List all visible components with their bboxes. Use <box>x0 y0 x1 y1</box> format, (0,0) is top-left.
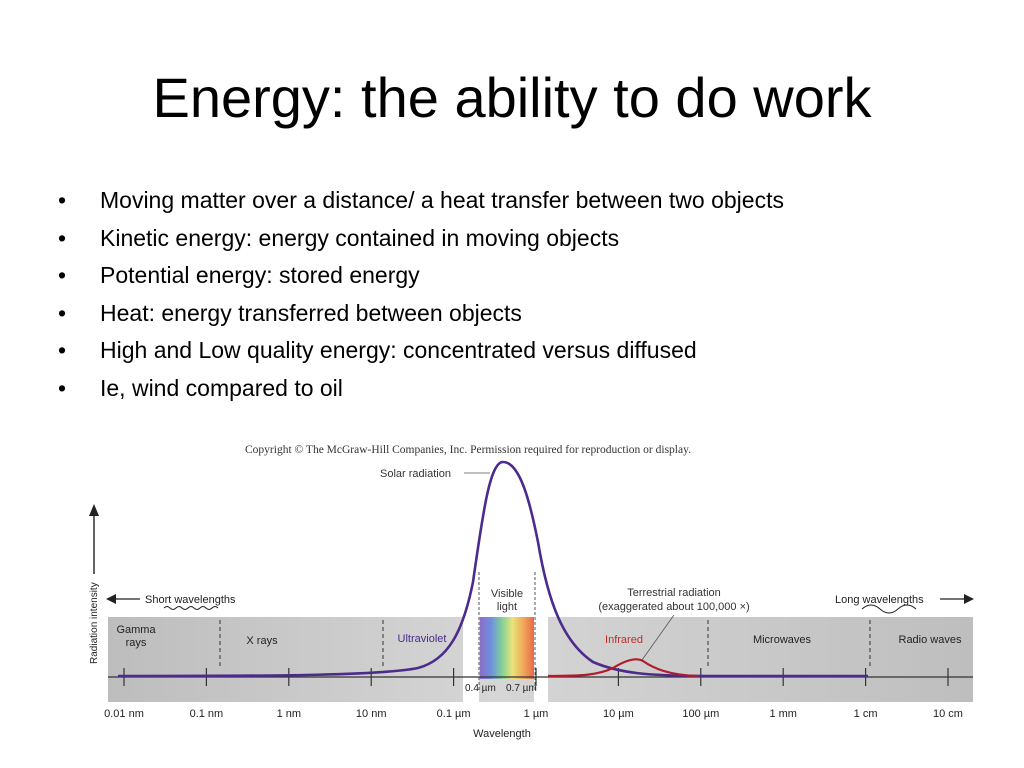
short-wave-icon <box>163 606 219 610</box>
short-wavelengths-label: Short wavelengths <box>145 594 236 606</box>
bullet-icon: • <box>58 187 67 213</box>
bullet-text: Potential energy: stored energy <box>100 262 420 288</box>
visible-light-label-line2: light <box>497 601 517 613</box>
solar-radiation-curve <box>117 460 868 678</box>
tick-label: 1 µm <box>524 708 549 720</box>
tick-label: 0.1 nm <box>190 708 224 720</box>
bullet-icon: • <box>58 299 67 326</box>
tick-label: 10 µm <box>603 708 634 720</box>
visible-end-label: 0.7 µm <box>506 683 537 694</box>
tick-labels: 0.01 nm 0.1 nm 1 nm 10 nm 0.1 µm 1 µm 10 µm 100… <box>104 708 963 720</box>
bullet-icon: • <box>58 262 67 288</box>
band-label-ultraviolet: Ultraviolet <box>398 633 447 645</box>
terrestrial-radiation-curve <box>547 658 699 678</box>
bullet-list: • Moving matter over a distance/ a heat t… <box>58 182 998 407</box>
terrestrial-label-line2: (exaggerated about 100,000 ×) <box>598 601 749 613</box>
bullet-text: Heat: energy transferred between objects <box>100 299 522 326</box>
bullet-text: Moving matter over a distance/ a heat tr… <box>100 187 784 213</box>
tick-label: 1 cm <box>854 708 878 720</box>
band-gap-left <box>463 617 479 702</box>
tick-label: 100 µm <box>682 708 719 720</box>
copyright-text: Copyright © The McGraw-Hill Companies, I… <box>245 444 691 456</box>
bullet-icon: • <box>58 337 67 363</box>
bullet-item: • Kinetic energy: energy contained in mov… <box>58 220 998 258</box>
bullet-icon: • <box>58 224 67 251</box>
band-label-microwaves: Microwaves <box>753 634 812 646</box>
x-axis-label: Wavelength <box>473 728 531 740</box>
band-label-infrared: Infrared <box>605 634 643 646</box>
arrow-left-icon <box>106 594 116 604</box>
bullet-icon: • <box>58 374 67 401</box>
spectrum-figure: Copyright © The McGraw-Hill Companies, I… <box>78 432 976 750</box>
band-label-gamma: Gamma <box>116 624 156 636</box>
bullet-text: Ie, wind compared to oil <box>100 374 343 401</box>
bullet-text: High and Low quality energy: concentrate… <box>100 337 697 363</box>
band-label-radio: Radio waves <box>899 634 962 646</box>
tick-label: 10 cm <box>933 708 963 720</box>
long-wave-icon <box>861 604 917 614</box>
bullet-item: • Potential energy: stored energy <box>58 257 998 295</box>
visible-light-box <box>479 572 535 617</box>
tick-label: 1 nm <box>277 708 301 720</box>
visible-light-strip <box>480 617 534 679</box>
solar-radiation-label: Solar radiation <box>380 468 451 480</box>
bullet-item: • Ie, wind compared to oil <box>58 370 998 408</box>
arrow-up-icon <box>89 504 99 516</box>
tick-label: 1 mm <box>769 708 797 720</box>
bullet-text: Kinetic energy: energy contained in movi… <box>100 224 620 251</box>
bullet-item: • Heat: energy transferred between object… <box>58 295 998 333</box>
tick-label: 0.1 µm <box>437 708 471 720</box>
band-label-gamma-line2: rays <box>126 637 147 649</box>
terrestrial-label: Terrestrial radiation <box>627 587 721 599</box>
y-axis-label: Radiation intensity <box>89 582 100 664</box>
bullet-item: • High and Low quality energy: concentrat… <box>58 332 998 370</box>
bullet-item: • Moving matter over a distance/ a heat t… <box>58 182 998 220</box>
arrow-right-icon <box>964 594 974 604</box>
visible-start-label: 0.4 µm <box>465 683 496 694</box>
tick-label: 10 nm <box>356 708 387 720</box>
band-label-xrays: X rays <box>246 635 278 647</box>
band-gap-right <box>534 617 548 702</box>
long-wavelengths-label: Long wavelengths <box>835 594 924 606</box>
spectrum-diagram: Copyright © The McGraw-Hill Companies, I… <box>89 444 974 740</box>
slide-title: Energy: the ability to do work <box>152 66 872 129</box>
terrestrial-leader-line <box>641 614 675 661</box>
visible-light-label: Visible <box>491 588 523 600</box>
tick-label: 0.01 nm <box>104 708 144 720</box>
